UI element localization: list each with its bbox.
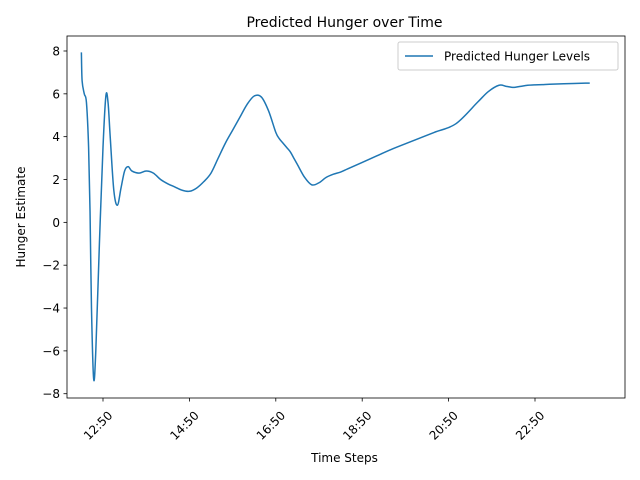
y-tick-label: −2 (42, 259, 60, 273)
x-axis-label: Time Steps (310, 451, 378, 465)
y-tick-label: 4 (52, 130, 60, 144)
y-tick-label: −6 (42, 344, 60, 358)
legend-label: Predicted Hunger Levels (444, 50, 590, 64)
chart-title: Predicted Hunger over Time (246, 15, 442, 31)
y-tick-label: −8 (42, 387, 60, 401)
y-axis-label: Hunger Estimate (14, 167, 28, 268)
y-axis: 8 6 4 2 0 −2 −4 −6 −8 (42, 44, 67, 401)
series-line-predicted-hunger (80, 52, 590, 382)
plot-frame (66, 35, 626, 399)
y-tick-label: 0 (52, 216, 60, 230)
y-tick-label: 6 (52, 87, 60, 101)
legend-box (397, 41, 619, 71)
plot-area (67, 36, 625, 398)
y-tick-label: 2 (52, 173, 60, 187)
y-tick-label: −4 (42, 302, 60, 316)
legend: Predicted Hunger Levels (397, 41, 619, 71)
y-tick-label: 8 (52, 44, 60, 58)
